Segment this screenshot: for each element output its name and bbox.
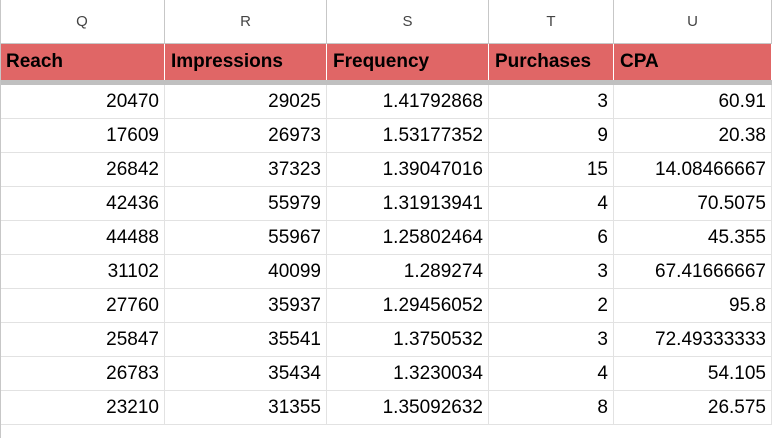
cell-frequency[interactable]: 1.41792868 bbox=[327, 85, 489, 118]
header-cell-reach[interactable]: Reach bbox=[0, 44, 165, 80]
cell-impressions[interactable]: 55979 bbox=[165, 187, 327, 220]
header-cell-impressions[interactable]: Impressions bbox=[165, 44, 327, 80]
cell-reach[interactable]: 17609 bbox=[0, 119, 165, 152]
header-cell-frequency[interactable]: Frequency bbox=[327, 44, 489, 80]
cell-cpa[interactable]: 54.105 bbox=[614, 357, 772, 390]
cell-reach[interactable]: 25847 bbox=[0, 323, 165, 356]
column-header-r[interactable]: R bbox=[165, 0, 327, 43]
cell-cpa[interactable]: 14.08466667 bbox=[614, 153, 772, 186]
table-row: 20470 29025 1.41792868 3 60.91 bbox=[0, 85, 772, 119]
cell-reach[interactable]: 26842 bbox=[0, 153, 165, 186]
cell-impressions[interactable]: 35937 bbox=[165, 289, 327, 322]
cell-reach[interactable]: 20470 bbox=[0, 85, 165, 118]
cell-reach[interactable]: 23210 bbox=[0, 391, 165, 424]
column-header-q[interactable]: Q bbox=[0, 0, 165, 43]
cell-frequency[interactable]: 1.31913941 bbox=[327, 187, 489, 220]
cell-impressions[interactable]: 35541 bbox=[165, 323, 327, 356]
cell-cpa[interactable]: 67.41666667 bbox=[614, 255, 772, 288]
table-row: 17609 26973 1.53177352 9 20.38 bbox=[0, 119, 772, 153]
cell-purchases[interactable]: 15 bbox=[489, 153, 614, 186]
grid-left-edge bbox=[0, 0, 1, 438]
cell-purchases[interactable]: 4 bbox=[489, 357, 614, 390]
table-row: 26783 35434 1.3230034 4 54.105 bbox=[0, 357, 772, 391]
column-header-bar: Q R S T U bbox=[0, 0, 772, 44]
cell-impressions[interactable]: 55967 bbox=[165, 221, 327, 254]
cell-reach[interactable]: 31102 bbox=[0, 255, 165, 288]
cell-purchases[interactable]: 3 bbox=[489, 255, 614, 288]
cell-frequency[interactable]: 1.29456052 bbox=[327, 289, 489, 322]
cell-impressions[interactable]: 31355 bbox=[165, 391, 327, 424]
cell-purchases[interactable]: 3 bbox=[489, 85, 614, 118]
table-row: 26842 37323 1.39047016 15 14.08466667 bbox=[0, 153, 772, 187]
cell-frequency[interactable]: 1.3230034 bbox=[327, 357, 489, 390]
table-row: 42436 55979 1.31913941 4 70.5075 bbox=[0, 187, 772, 221]
cell-impressions[interactable]: 40099 bbox=[165, 255, 327, 288]
cell-frequency[interactable]: 1.25802464 bbox=[327, 221, 489, 254]
cell-cpa[interactable]: 45.355 bbox=[614, 221, 772, 254]
cell-impressions[interactable]: 26973 bbox=[165, 119, 327, 152]
cell-cpa[interactable]: 72.49333333 bbox=[614, 323, 772, 356]
table-row: 23210 31355 1.35092632 8 26.575 bbox=[0, 391, 772, 425]
cell-frequency[interactable]: 1.289274 bbox=[327, 255, 489, 288]
cell-purchases[interactable]: 6 bbox=[489, 221, 614, 254]
column-header-t[interactable]: T bbox=[489, 0, 614, 43]
cell-frequency[interactable]: 1.39047016 bbox=[327, 153, 489, 186]
cell-impressions[interactable]: 37323 bbox=[165, 153, 327, 186]
cell-cpa[interactable]: 60.91 bbox=[614, 85, 772, 118]
table-header-row: Reach Impressions Frequency Purchases CP… bbox=[0, 44, 772, 85]
table-row: 25847 35541 1.3750532 3 72.49333333 bbox=[0, 323, 772, 357]
cell-purchases[interactable]: 8 bbox=[489, 391, 614, 424]
cell-impressions[interactable]: 29025 bbox=[165, 85, 327, 118]
header-cell-purchases[interactable]: Purchases bbox=[489, 44, 614, 80]
cell-reach[interactable]: 44488 bbox=[0, 221, 165, 254]
cell-frequency[interactable]: 1.53177352 bbox=[327, 119, 489, 152]
cell-purchases[interactable]: 2 bbox=[489, 289, 614, 322]
cell-cpa[interactable]: 95.8 bbox=[614, 289, 772, 322]
table-row: 44488 55967 1.25802464 6 45.355 bbox=[0, 221, 772, 255]
cell-reach[interactable]: 42436 bbox=[0, 187, 165, 220]
table-row: 31102 40099 1.289274 3 67.41666667 bbox=[0, 255, 772, 289]
cell-reach[interactable]: 27760 bbox=[0, 289, 165, 322]
cell-frequency[interactable]: 1.35092632 bbox=[327, 391, 489, 424]
cell-purchases[interactable]: 4 bbox=[489, 187, 614, 220]
cell-purchases[interactable]: 9 bbox=[489, 119, 614, 152]
cell-purchases[interactable]: 3 bbox=[489, 323, 614, 356]
header-cell-cpa[interactable]: CPA bbox=[614, 44, 772, 80]
table-row: 27760 35937 1.29456052 2 95.8 bbox=[0, 289, 772, 323]
cell-impressions[interactable]: 35434 bbox=[165, 357, 327, 390]
cell-reach[interactable]: 26783 bbox=[0, 357, 165, 390]
cell-cpa[interactable]: 20.38 bbox=[614, 119, 772, 152]
column-header-s[interactable]: S bbox=[327, 0, 489, 43]
column-header-u[interactable]: U bbox=[614, 0, 772, 43]
cell-frequency[interactable]: 1.3750532 bbox=[327, 323, 489, 356]
table-body: 20470 29025 1.41792868 3 60.91 17609 26973 1.53… bbox=[0, 85, 772, 425]
cell-cpa[interactable]: 26.575 bbox=[614, 391, 772, 424]
cell-cpa[interactable]: 70.5075 bbox=[614, 187, 772, 220]
